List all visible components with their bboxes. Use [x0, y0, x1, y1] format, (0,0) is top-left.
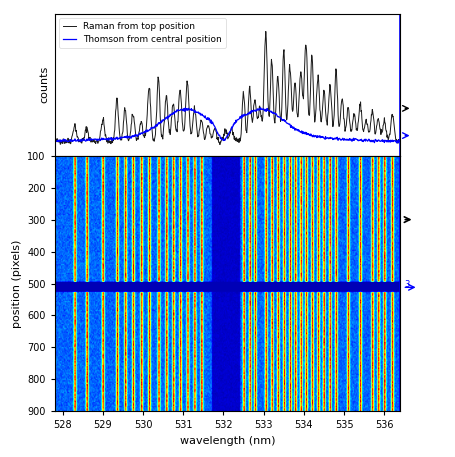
Thomson from central position: [394, 140, 399, 146]
X-axis label: wavelength (nm): wavelength (nm): [180, 436, 275, 446]
Raman from top position: [73, 128, 79, 134]
Raman from top position: [263, 29, 268, 34]
Thomson from central position: [273, 112, 278, 117]
Raman from top position: [52, 138, 57, 143]
Raman from top position: [253, 103, 258, 109]
Y-axis label: position (pixels): position (pixels): [11, 239, 21, 328]
Thomson from central position: [258, 105, 263, 111]
Raman from top position: [315, 78, 320, 83]
Raman from top position: [398, 138, 403, 144]
Raman from top position: [217, 142, 222, 147]
Text: 3: 3: [404, 280, 410, 289]
Line: Raman from top position: Raman from top position: [55, 32, 400, 144]
Thomson from central position: [314, 133, 320, 138]
Thomson from central position: [398, 139, 403, 144]
Y-axis label: counts: counts: [39, 66, 49, 103]
Legend: Raman from top position, Thomson from central position: Raman from top position, Thomson from ce…: [59, 18, 226, 48]
Raman from top position: [350, 116, 356, 122]
Thomson from central position: [52, 138, 57, 143]
Thomson from central position: [262, 108, 268, 114]
Thomson from central position: [253, 107, 258, 113]
Thomson from central position: [73, 138, 79, 143]
Raman from top position: [262, 43, 268, 49]
Thomson from central position: [350, 136, 355, 142]
Line: Thomson from central position: Thomson from central position: [55, 108, 400, 143]
Raman from top position: [273, 108, 278, 113]
